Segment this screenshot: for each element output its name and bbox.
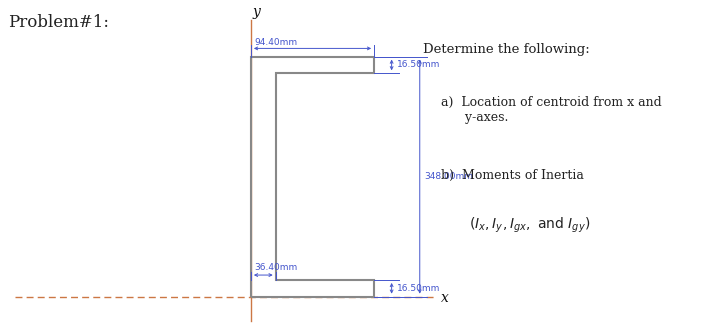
- Text: 16.50mm: 16.50mm: [397, 284, 441, 293]
- Text: y: y: [253, 5, 261, 18]
- Text: b)  Moments of Inertia: b) Moments of Inertia: [441, 169, 584, 182]
- Text: x: x: [441, 291, 449, 305]
- Text: $(I_x, I_y, I_{gx},\ \mathrm{and}\ I_{gy})$: $(I_x, I_y, I_{gx},\ \mathrm{and}\ I_{gy…: [469, 215, 590, 235]
- Text: 348.00mm: 348.00mm: [424, 172, 473, 181]
- Text: Problem#1:: Problem#1:: [9, 14, 109, 31]
- Text: Determine the following:: Determine the following:: [424, 43, 590, 56]
- Text: 16.50mm: 16.50mm: [397, 60, 441, 70]
- Text: 36.40mm: 36.40mm: [254, 263, 298, 272]
- Text: a)  Location of centroid from x and
      y-axes.: a) Location of centroid from x and y-axe…: [441, 96, 661, 124]
- Text: 94.40mm: 94.40mm: [254, 38, 298, 47]
